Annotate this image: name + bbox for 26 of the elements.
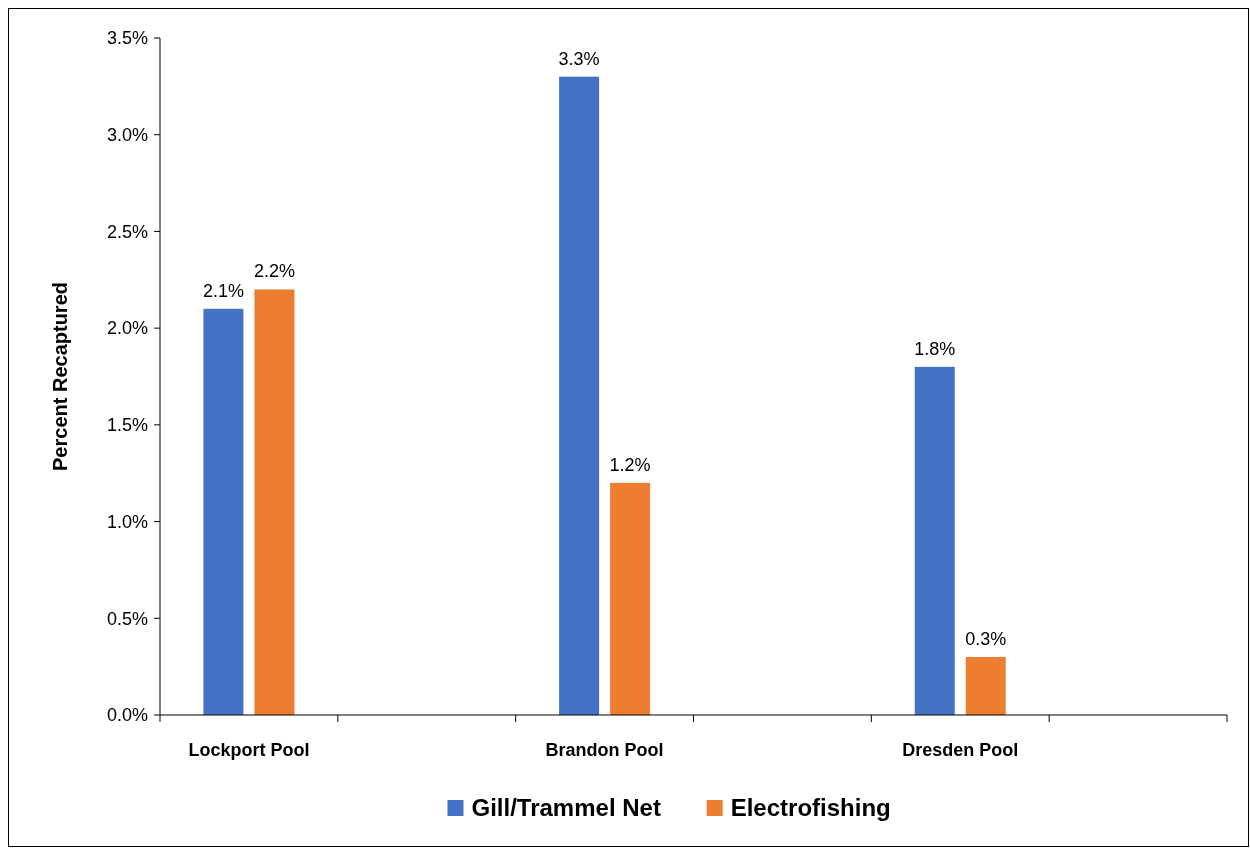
y-tick-label: 1.5% bbox=[106, 415, 148, 436]
bar bbox=[965, 656, 1006, 715]
y-tick-label: 3.5% bbox=[106, 28, 148, 49]
bar bbox=[203, 308, 244, 715]
data-label: 2.1% bbox=[202, 280, 244, 301]
bar bbox=[559, 76, 600, 715]
legend-label: Gill/Trammel Net bbox=[471, 794, 661, 822]
y-tick-label: 3.0% bbox=[106, 125, 148, 146]
y-tick-label: 2.5% bbox=[106, 221, 148, 242]
x-tick-label: Brandon Pool bbox=[545, 740, 664, 760]
data-label: 2.2% bbox=[253, 261, 295, 282]
data-label: 0.3% bbox=[965, 628, 1007, 649]
y-tick-label: 0.0% bbox=[106, 705, 148, 726]
x-tick-label: Dresden Pool bbox=[902, 740, 1019, 760]
x-tick-label: Lockport Pool bbox=[188, 740, 310, 760]
y-tick-label: 2.0% bbox=[106, 318, 148, 339]
bar bbox=[254, 289, 295, 715]
data-label: 1.2% bbox=[609, 454, 651, 475]
legend-label: Electrofishing bbox=[730, 794, 891, 822]
data-label: 3.3% bbox=[558, 48, 600, 69]
y-axis-title: Percent Recaptured bbox=[49, 282, 71, 471]
data-label: 1.8% bbox=[914, 338, 956, 359]
y-tick-label: 1.0% bbox=[106, 511, 148, 532]
bar bbox=[914, 366, 955, 715]
y-tick-label: 0.5% bbox=[106, 608, 148, 629]
bar bbox=[610, 482, 651, 715]
